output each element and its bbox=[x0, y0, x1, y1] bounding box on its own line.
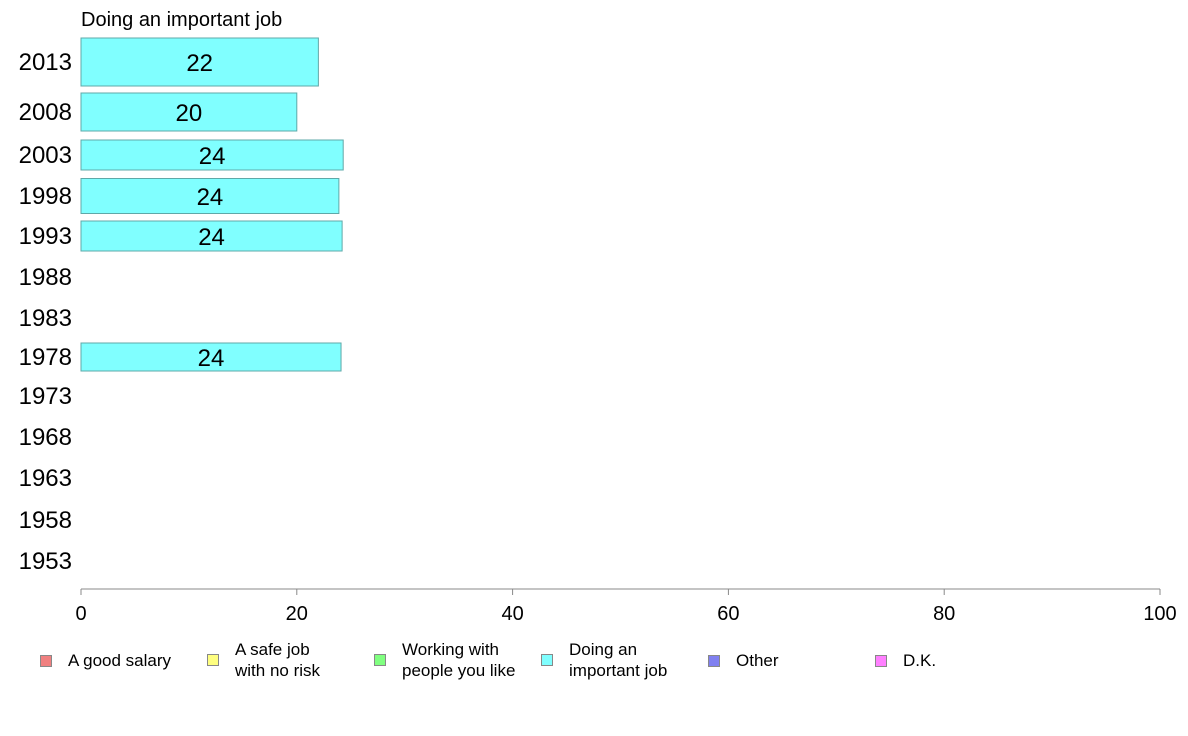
data-label-1998: 24 bbox=[197, 184, 224, 211]
legend-item-other: Other bbox=[708, 650, 779, 671]
legend-label-working-with-people: Working with people you like bbox=[402, 640, 516, 680]
legend-swatch-important-job bbox=[541, 654, 553, 666]
legend-label-good-salary: A good salary bbox=[68, 651, 172, 670]
legend-swatch-safe-job bbox=[207, 654, 219, 666]
legend-swatch-other bbox=[708, 654, 720, 667]
legend-swatch-good-salary bbox=[40, 654, 52, 667]
y-tick-label-2008: 2008 bbox=[19, 99, 72, 126]
legend-item-working-with-people: Working with people you like bbox=[374, 639, 515, 681]
y-tick-label-1988: 1988 bbox=[19, 264, 72, 291]
bar-2008 bbox=[80, 92, 298, 132]
data-label-2008: 20 bbox=[176, 100, 203, 127]
y-tick-label-1958: 1958 bbox=[19, 507, 72, 534]
data-label-1993: 24 bbox=[198, 224, 225, 251]
bar-2003 bbox=[80, 139, 344, 171]
legend-label-other: Other bbox=[736, 651, 779, 670]
legend-label-important-job: Doing an important job bbox=[569, 640, 668, 680]
x-tick-label-100: 100 bbox=[1143, 603, 1176, 625]
legend-swatch-working-with-people bbox=[374, 654, 386, 666]
bar-1998 bbox=[80, 178, 340, 214]
legend-label-safe-job: A safe job with no risk bbox=[235, 640, 321, 680]
x-tick-label-40: 40 bbox=[501, 603, 523, 625]
x-tick-label-0: 0 bbox=[75, 603, 86, 625]
chart-title: Doing an important job bbox=[81, 9, 282, 31]
legend-label-dk: D.K. bbox=[903, 651, 937, 670]
legend-item-important-job: Doing an important job bbox=[541, 639, 667, 681]
bar-chart: Doing an important job 2013 22 2008 20 2003 24… bbox=[19, 9, 1177, 625]
y-tick-label-2003: 2003 bbox=[19, 142, 72, 169]
data-label-1978: 24 bbox=[198, 345, 225, 372]
x-tick-label-60: 60 bbox=[717, 603, 739, 625]
data-label-2003: 24 bbox=[199, 143, 226, 170]
data-label-2013: 22 bbox=[186, 50, 213, 77]
y-tick-label-1973: 1973 bbox=[19, 383, 72, 410]
legend-item-good-salary: A good salary bbox=[40, 650, 171, 671]
y-tick-label-2013: 2013 bbox=[19, 49, 72, 76]
x-tick-label-80: 80 bbox=[933, 603, 955, 625]
y-tick-label-1963: 1963 bbox=[19, 465, 72, 492]
y-tick-label-1993: 1993 bbox=[19, 223, 72, 250]
y-tick-label-1978: 1978 bbox=[19, 344, 72, 371]
bar-1993 bbox=[80, 220, 343, 252]
legend-swatch-dk bbox=[875, 654, 887, 667]
bar-2013 bbox=[80, 37, 319, 87]
legend-item-dk: D.K. bbox=[875, 650, 936, 671]
legend-item-safe-job: A safe job with no risk bbox=[207, 639, 320, 681]
legend: A good salary A safe job with no risk Wo… bbox=[0, 636, 1188, 696]
y-tick-label-1968: 1968 bbox=[19, 424, 72, 451]
y-tick-label-1953: 1953 bbox=[19, 548, 72, 575]
x-tick-label-20: 20 bbox=[286, 603, 308, 625]
y-tick-label-1983: 1983 bbox=[19, 305, 72, 332]
y-tick-label-1998: 1998 bbox=[19, 183, 72, 210]
bar-1978 bbox=[80, 342, 342, 372]
